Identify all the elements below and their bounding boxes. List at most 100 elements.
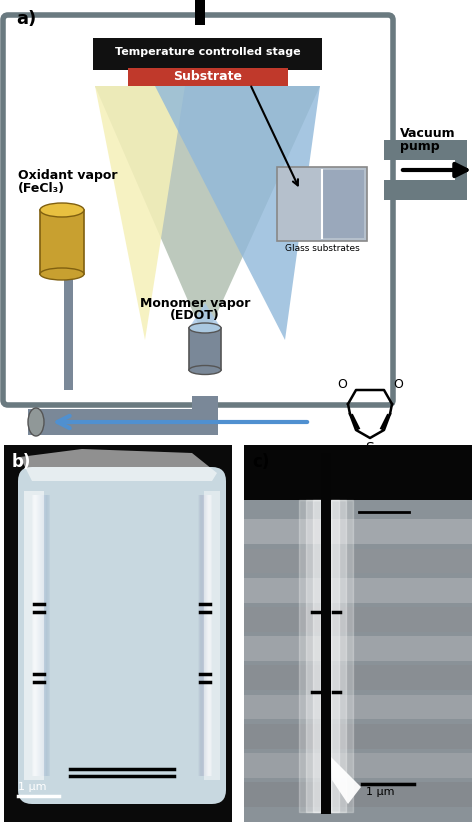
FancyBboxPatch shape <box>204 491 220 780</box>
Polygon shape <box>95 86 185 340</box>
FancyBboxPatch shape <box>41 495 45 776</box>
FancyBboxPatch shape <box>45 495 49 776</box>
FancyBboxPatch shape <box>244 549 472 574</box>
FancyBboxPatch shape <box>18 467 226 804</box>
FancyBboxPatch shape <box>24 491 44 780</box>
FancyBboxPatch shape <box>244 666 472 691</box>
Text: Monomer vapor: Monomer vapor <box>140 297 250 310</box>
FancyBboxPatch shape <box>4 445 232 822</box>
FancyBboxPatch shape <box>199 495 203 776</box>
Polygon shape <box>155 86 320 340</box>
FancyBboxPatch shape <box>244 724 472 749</box>
Text: Vacuum: Vacuum <box>400 127 456 140</box>
Text: a): a) <box>16 10 36 28</box>
FancyBboxPatch shape <box>195 0 205 25</box>
Polygon shape <box>189 303 221 328</box>
FancyBboxPatch shape <box>32 495 36 776</box>
FancyBboxPatch shape <box>244 445 472 822</box>
FancyBboxPatch shape <box>208 495 211 776</box>
FancyBboxPatch shape <box>206 495 210 776</box>
FancyBboxPatch shape <box>203 495 208 776</box>
Text: c): c) <box>252 453 269 471</box>
FancyBboxPatch shape <box>208 495 212 776</box>
FancyBboxPatch shape <box>33 495 36 776</box>
FancyBboxPatch shape <box>36 495 40 776</box>
FancyBboxPatch shape <box>28 409 218 435</box>
Text: (FeCl₃): (FeCl₃) <box>18 182 65 195</box>
FancyBboxPatch shape <box>40 210 84 274</box>
FancyBboxPatch shape <box>205 495 209 776</box>
Text: O: O <box>337 378 347 390</box>
Ellipse shape <box>28 408 44 436</box>
FancyBboxPatch shape <box>323 170 364 238</box>
FancyBboxPatch shape <box>46 495 50 776</box>
Text: 1 μm: 1 μm <box>366 787 394 797</box>
Text: O: O <box>393 378 403 390</box>
FancyBboxPatch shape <box>33 495 37 776</box>
Text: Oxidant vapor: Oxidant vapor <box>18 169 118 182</box>
FancyBboxPatch shape <box>203 495 207 776</box>
FancyBboxPatch shape <box>42 495 46 776</box>
FancyBboxPatch shape <box>244 445 472 500</box>
FancyBboxPatch shape <box>36 495 40 776</box>
FancyBboxPatch shape <box>37 495 41 776</box>
FancyBboxPatch shape <box>43 495 47 776</box>
Ellipse shape <box>189 365 221 374</box>
Ellipse shape <box>189 323 221 333</box>
FancyBboxPatch shape <box>244 636 472 661</box>
FancyBboxPatch shape <box>201 495 204 776</box>
Text: (EDOT): (EDOT) <box>170 309 220 322</box>
FancyBboxPatch shape <box>207 495 211 776</box>
FancyBboxPatch shape <box>244 753 472 778</box>
FancyBboxPatch shape <box>93 38 322 70</box>
FancyBboxPatch shape <box>384 140 467 160</box>
FancyBboxPatch shape <box>200 495 204 776</box>
FancyBboxPatch shape <box>200 495 203 776</box>
FancyBboxPatch shape <box>44 495 47 776</box>
FancyBboxPatch shape <box>384 180 467 200</box>
FancyBboxPatch shape <box>244 578 472 603</box>
FancyBboxPatch shape <box>204 495 209 776</box>
FancyBboxPatch shape <box>202 495 207 776</box>
Polygon shape <box>331 757 361 804</box>
FancyBboxPatch shape <box>207 495 210 776</box>
FancyBboxPatch shape <box>189 328 221 370</box>
FancyBboxPatch shape <box>38 495 43 776</box>
FancyBboxPatch shape <box>39 495 43 776</box>
Text: Temperature controlled stage: Temperature controlled stage <box>115 47 301 57</box>
Text: 1 μm: 1 μm <box>18 782 46 792</box>
FancyBboxPatch shape <box>46 495 50 776</box>
FancyBboxPatch shape <box>192 396 218 435</box>
FancyBboxPatch shape <box>321 453 331 814</box>
FancyBboxPatch shape <box>35 495 38 776</box>
FancyBboxPatch shape <box>3 15 393 405</box>
FancyBboxPatch shape <box>40 495 45 776</box>
FancyBboxPatch shape <box>37 495 41 776</box>
FancyBboxPatch shape <box>244 520 472 544</box>
FancyBboxPatch shape <box>64 274 73 390</box>
FancyBboxPatch shape <box>244 607 472 632</box>
FancyBboxPatch shape <box>204 495 208 776</box>
Text: Glass substrates: Glass substrates <box>284 244 359 253</box>
FancyBboxPatch shape <box>201 495 205 776</box>
Text: pump: pump <box>400 140 439 153</box>
FancyBboxPatch shape <box>38 495 42 776</box>
Text: b): b) <box>12 453 31 471</box>
FancyBboxPatch shape <box>277 167 367 241</box>
FancyBboxPatch shape <box>202 495 206 776</box>
FancyBboxPatch shape <box>206 495 210 776</box>
FancyBboxPatch shape <box>455 140 467 200</box>
FancyBboxPatch shape <box>42 495 46 776</box>
FancyBboxPatch shape <box>128 68 288 86</box>
FancyBboxPatch shape <box>34 495 38 776</box>
Polygon shape <box>20 449 217 481</box>
FancyBboxPatch shape <box>201 495 206 776</box>
FancyBboxPatch shape <box>244 695 472 720</box>
Polygon shape <box>95 86 320 340</box>
Ellipse shape <box>40 268 84 280</box>
FancyBboxPatch shape <box>199 495 202 776</box>
Text: S: S <box>365 441 374 455</box>
FancyBboxPatch shape <box>35 495 39 776</box>
FancyBboxPatch shape <box>45 495 49 776</box>
FancyBboxPatch shape <box>44 495 48 776</box>
